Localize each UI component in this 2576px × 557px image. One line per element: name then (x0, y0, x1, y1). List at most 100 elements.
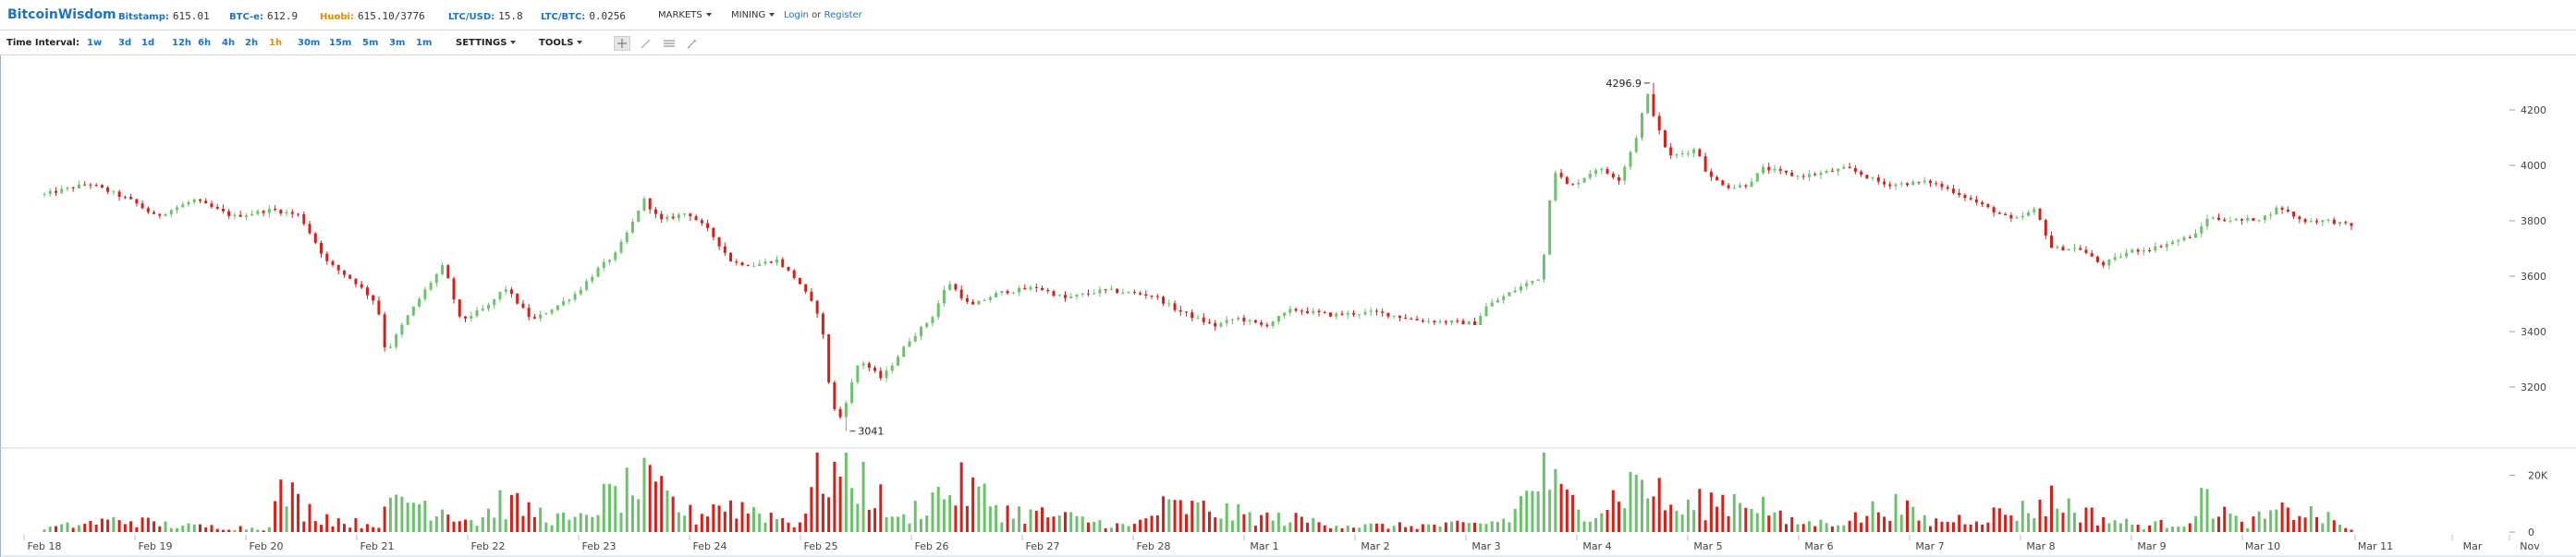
volume-bar (873, 508, 877, 532)
volume-bar (2321, 523, 2325, 532)
ticker-huobi[interactable]: Huobi: 615.10/3776 (320, 10, 425, 22)
candle-body (1018, 287, 1021, 293)
register-link[interactable]: Register (824, 10, 862, 20)
candle-body (2079, 248, 2082, 250)
volume-bar (653, 481, 657, 532)
candle-body (117, 191, 121, 198)
settings-dropdown[interactable]: SETTINGS (456, 38, 517, 48)
volume-bar (630, 495, 634, 532)
interval-12h[interactable]: 12h (172, 38, 192, 48)
candle-body (1185, 311, 1189, 313)
candle-body (233, 214, 237, 216)
candle-body (135, 199, 139, 204)
volume-bar (176, 527, 179, 532)
volume-bar (1981, 524, 1984, 532)
interval-2h[interactable]: 2h (245, 38, 259, 48)
candle-body (1825, 171, 1828, 174)
volume-bar (434, 515, 438, 532)
candle-body (1542, 254, 1545, 280)
candle-body (1646, 93, 1650, 114)
candle-body (683, 213, 687, 215)
line-draw-icon[interactable] (637, 36, 653, 51)
ticker-ltc-btc[interactable]: LTC/BTC: 0.0256 (541, 10, 626, 22)
candle-body (821, 313, 824, 335)
candle-body (313, 233, 317, 243)
volume-bar (867, 509, 871, 532)
candle-body (250, 213, 254, 216)
candle-body (630, 222, 634, 233)
tools-label: TOOLS (539, 38, 574, 48)
candle-body (965, 297, 969, 302)
interval-4h[interactable]: 4h (222, 38, 236, 48)
date-tick-label: Nov (2520, 540, 2540, 552)
volume-bar (1444, 522, 1447, 532)
candle-body (1935, 183, 1938, 185)
volume-bar (43, 529, 46, 532)
candle-body (1997, 212, 2001, 214)
volume-bar (2216, 516, 2220, 532)
candle-body (959, 289, 963, 298)
candle-body (1611, 173, 1615, 178)
candle-body (1242, 317, 1246, 321)
candle-body (285, 212, 288, 214)
interval-1m[interactable]: 1m (416, 38, 433, 48)
ticker-btce[interactable]: BTC-e: 612.9 (229, 10, 298, 22)
interval-3d[interactable]: 3d (118, 38, 132, 48)
volume-bar (758, 514, 762, 532)
candle-body (2286, 210, 2289, 212)
candle-body (176, 207, 179, 211)
candle-body (1888, 184, 1892, 187)
candle-body (1404, 318, 1408, 320)
price-chart[interactable]: 3200 3400 3600 3800 4000 4200 0 20K Feb 18 Feb 19… (0, 55, 2576, 557)
candle-body (1663, 130, 1666, 148)
interval-5m[interactable]: 5m (362, 38, 379, 48)
volume-bar (1963, 524, 1967, 532)
volume-bar (844, 453, 848, 532)
interval-15m[interactable]: 15m (329, 38, 352, 48)
candle-body (729, 252, 733, 262)
mining-menu[interactable]: MINING (731, 10, 775, 20)
volume-bar (1807, 521, 1811, 532)
interval-1w[interactable]: 1w (87, 38, 103, 48)
candle-body (2067, 248, 2070, 251)
interval-1d[interactable]: 1d (141, 38, 155, 48)
volume-bar (1300, 516, 1303, 532)
volume-bar (2067, 498, 2070, 532)
candle-body (798, 277, 801, 285)
volume-bar (2107, 523, 2111, 532)
interval-6h[interactable]: 6h (198, 38, 212, 48)
interval-30m[interactable]: 30m (298, 38, 321, 48)
candle-body (867, 363, 871, 369)
candle-body (2004, 213, 2008, 215)
volume-bar (856, 503, 860, 532)
candle-body (112, 191, 116, 193)
candle-body (671, 216, 675, 219)
volume-bar (971, 477, 975, 532)
pencil-icon[interactable] (684, 36, 701, 51)
ticker-ltc-usd[interactable]: LTC/USD: 15.8 (448, 10, 523, 22)
login-link[interactable]: Login (784, 10, 809, 20)
interval-3m[interactable]: 3m (389, 38, 406, 48)
ticker-bitstamp[interactable]: Bitstamp: 615.01 (118, 10, 210, 22)
date-tick-label: Mar 8 (2026, 540, 2055, 552)
parallel-lines-icon[interactable] (661, 36, 678, 51)
candle-body (1837, 168, 1840, 172)
candle-body (689, 213, 692, 217)
candle-body (2165, 244, 2168, 248)
markets-menu[interactable]: MARKETS (658, 10, 712, 20)
site-logo[interactable]: BitcoinWisdom (7, 7, 116, 22)
crosshair-icon[interactable] (614, 36, 630, 51)
candle-body (244, 215, 248, 217)
candle-body (2118, 256, 2122, 258)
volume-bar (2171, 527, 2175, 532)
volume-bar (1306, 522, 1310, 532)
candle-body (1167, 303, 1171, 305)
interval-1h[interactable]: 1h (269, 38, 283, 48)
candle-body (227, 211, 231, 216)
volume-bar (1784, 524, 1788, 532)
candle-body (2223, 219, 2227, 222)
tools-dropdown[interactable]: TOOLS (539, 38, 583, 48)
candle-body (1260, 322, 1264, 325)
volume-bar (1508, 522, 1511, 532)
volume-bar (238, 526, 242, 532)
